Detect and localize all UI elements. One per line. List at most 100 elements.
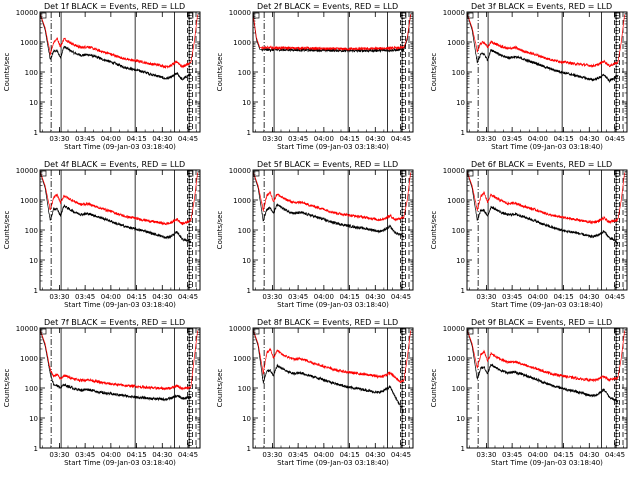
y-axis-label: Counts/sec xyxy=(430,211,438,250)
y-tick-label: 1 xyxy=(247,287,251,295)
corner-marker xyxy=(467,328,474,335)
x-tick-label: 03:45 xyxy=(502,135,522,143)
x-tick-label: 04:00 xyxy=(101,293,121,301)
y-tick-label: 100 xyxy=(25,69,38,77)
x-tick-label: 03:30 xyxy=(49,293,69,301)
x-tick-label: 04:00 xyxy=(101,451,121,459)
y-tick-label: 1000 xyxy=(447,355,465,363)
x-tick-label: 04:30 xyxy=(579,293,599,301)
x-tick-label: 04:45 xyxy=(391,293,411,301)
x-tick-label: 04:15 xyxy=(553,293,573,301)
panel-2: Det 2f BLACK = Events, RED = LLD Counts/s… xyxy=(216,2,414,151)
x-tick-label: 04:30 xyxy=(152,135,172,143)
corner-marker xyxy=(400,12,407,19)
x-tick-label: 04:00 xyxy=(314,293,334,301)
panel-1: Det 1f BLACK = Events, RED = LLD Counts/s… xyxy=(3,2,201,151)
x-tick-label: 03:30 xyxy=(476,451,496,459)
panel-9: Det 9f BLACK = Events, RED = LLD Counts/s… xyxy=(430,318,628,467)
y-axis-label: Counts/sec xyxy=(430,369,438,408)
panel-title: Det 8f BLACK = Events, RED = LLD xyxy=(257,318,398,327)
lld-series-line xyxy=(467,13,625,68)
x-tick-label: 04:15 xyxy=(126,293,146,301)
panel-5: Det 5f BLACK = Events, RED = LLD Counts/s… xyxy=(216,160,414,309)
events-series-line xyxy=(467,171,619,245)
y-axis-label: Counts/sec xyxy=(3,53,11,92)
x-tick-label: 04:15 xyxy=(553,135,573,143)
plot-area xyxy=(40,12,198,132)
y-tick-label: 1000 xyxy=(233,355,251,363)
x-tick-label: 03:45 xyxy=(502,451,522,459)
events-series-line xyxy=(40,329,192,402)
x-axis-label: Start Time (09-Jan-03 03:18:40) xyxy=(277,301,389,309)
plot-frame xyxy=(252,11,414,133)
corner-marker xyxy=(253,328,260,335)
x-tick-label: 04:15 xyxy=(126,135,146,143)
x-tick-label: 04:30 xyxy=(579,451,599,459)
x-tick-label: 04:45 xyxy=(605,293,625,301)
events-series-line xyxy=(40,171,192,244)
lld-series-line xyxy=(253,171,411,222)
corner-marker xyxy=(40,328,47,335)
x-tick-label: 04:00 xyxy=(314,451,334,459)
y-tick-label: 10 xyxy=(29,257,38,265)
x-tick-label: 04:45 xyxy=(605,451,625,459)
y-axis-label: Counts/sec xyxy=(430,53,438,92)
y-tick-label: 1000 xyxy=(447,197,465,205)
plot-frame xyxy=(466,11,628,133)
y-tick-label: 1000 xyxy=(20,197,38,205)
x-tick-label: 04:45 xyxy=(391,135,411,143)
y-tick-label: 1000 xyxy=(20,39,38,47)
y-tick-label: 100 xyxy=(452,69,465,77)
plot-area xyxy=(467,328,625,448)
panel-title: Det 5f BLACK = Events, RED = LLD xyxy=(257,160,398,169)
x-tick-label: 04:45 xyxy=(178,451,198,459)
y-tick-label: 10 xyxy=(242,415,251,423)
panel-title: Det 1f BLACK = Events, RED = LLD xyxy=(44,2,185,11)
events-series-line xyxy=(40,13,191,81)
x-tick-label: 04:30 xyxy=(152,451,172,459)
y-tick-label: 1 xyxy=(34,445,38,453)
x-tick-label: 03:45 xyxy=(288,135,308,143)
x-tick-label: 04:30 xyxy=(365,451,385,459)
x-tick-label: 04:30 xyxy=(152,293,172,301)
plot-area xyxy=(467,12,625,132)
panel-3: Det 3f BLACK = Events, RED = LLD Counts/s… xyxy=(430,2,628,151)
y-axis-label: Counts/sec xyxy=(3,211,11,250)
x-axis-label: Start Time (09-Jan-03 03:18:40) xyxy=(491,143,603,151)
y-tick-label: 1 xyxy=(461,445,465,453)
panel-title: Det 6f BLACK = Events, RED = LLD xyxy=(471,160,612,169)
y-tick-label: 1 xyxy=(247,445,251,453)
panel-4: Det 4f BLACK = Events, RED = LLD Counts/s… xyxy=(3,160,201,309)
plot-frame xyxy=(466,169,628,291)
plot-frame xyxy=(252,169,414,291)
panel-title: Det 9f BLACK = Events, RED = LLD xyxy=(471,318,612,327)
corner-marker xyxy=(187,328,194,335)
x-tick-label: 03:30 xyxy=(476,135,496,143)
x-tick-label: 03:30 xyxy=(476,293,496,301)
corner-marker xyxy=(467,12,474,19)
y-tick-label: 1 xyxy=(34,129,38,137)
lld-series-line xyxy=(40,13,198,70)
panel-title: Det 4f BLACK = Events, RED = LLD xyxy=(44,160,185,169)
y-tick-label: 100 xyxy=(25,385,38,393)
corner-marker xyxy=(614,328,621,335)
y-tick-label: 10000 xyxy=(443,167,465,175)
x-tick-label: 03:45 xyxy=(288,293,308,301)
y-tick-label: 1000 xyxy=(447,39,465,47)
plot-frame xyxy=(39,327,201,449)
y-tick-label: 1000 xyxy=(20,355,38,363)
corner-marker xyxy=(40,12,47,19)
x-tick-label: 04:15 xyxy=(339,135,359,143)
y-tick-label: 100 xyxy=(452,385,465,393)
x-tick-label: 03:30 xyxy=(49,451,69,459)
y-tick-label: 1000 xyxy=(233,39,251,47)
x-axis-label: Start Time (09-Jan-03 03:18:40) xyxy=(277,459,389,467)
x-tick-label: 04:45 xyxy=(391,451,411,459)
y-tick-label: 1000 xyxy=(233,197,251,205)
y-tick-label: 1 xyxy=(34,287,38,295)
y-tick-label: 10 xyxy=(456,99,465,107)
events-series-line xyxy=(253,329,404,413)
y-tick-label: 10000 xyxy=(229,9,251,17)
panel-7: Det 7f BLACK = Events, RED = LLD Counts/s… xyxy=(3,318,201,467)
x-axis-label: Start Time (09-Jan-03 03:18:40) xyxy=(64,459,176,467)
